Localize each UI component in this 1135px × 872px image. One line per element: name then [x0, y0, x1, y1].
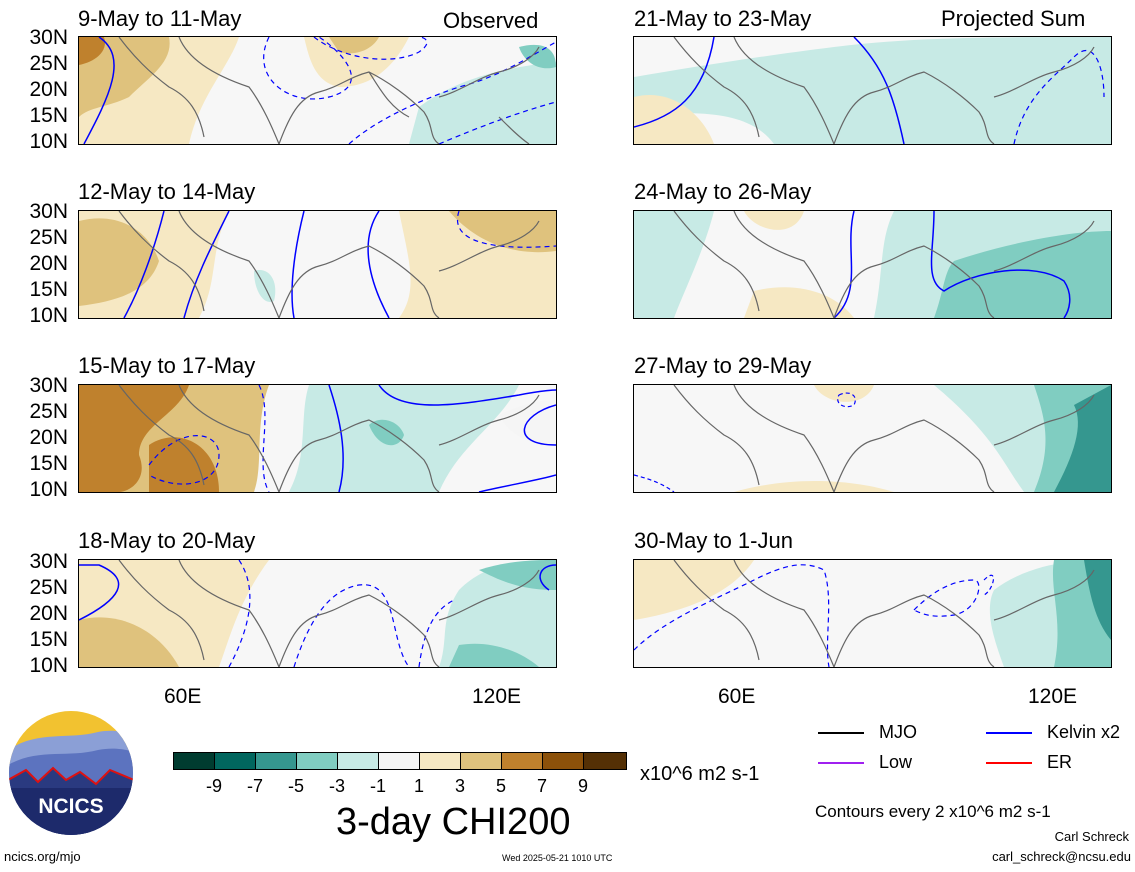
colorbar-tick: -7: [246, 776, 263, 796]
lat-label: 20N: [29, 426, 68, 449]
map-panel-3: [78, 384, 557, 493]
legend-line-mjo: [818, 732, 864, 734]
lon-label-120e-left: 120E: [472, 685, 522, 708]
colorbar-swatch: [460, 752, 502, 770]
panel-tag-observed: Observed: [443, 8, 539, 33]
colorbar-tick: -3: [328, 776, 345, 796]
colorbar-tick: 9: [577, 776, 588, 796]
colorbar-tick: -5: [287, 776, 304, 796]
footer-timestamp: Wed 2025-05-21 1010 UTC: [502, 853, 613, 863]
lat-labels-row-4: 30N 25N 20N 15N 10N: [6, 551, 68, 677]
lat-label: 10N: [29, 130, 68, 153]
colorbar-tick: 1: [413, 776, 424, 796]
footer-email[interactable]: carl_schreck@ncsu.edu: [992, 849, 1131, 864]
legend-label-mjo: MJO: [879, 722, 917, 742]
footer-author: Carl Schreck: [1054, 829, 1129, 844]
legend-label-low: Low: [879, 752, 913, 772]
lat-label: 20N: [29, 252, 68, 275]
legend-line-low: [818, 762, 864, 764]
lat-label: 30N: [29, 374, 68, 397]
lat-label: 25N: [29, 226, 68, 249]
contour-note: Contours every 2 x10^6 m2 s-1: [815, 802, 1051, 821]
lat-label: 15N: [29, 628, 68, 651]
legend-line-er: [986, 762, 1032, 764]
legend-label-er: ER: [1047, 752, 1073, 772]
colorbar-swatch: [296, 752, 338, 770]
map-panel-1: [78, 36, 557, 145]
lon-label-60e-right: 60E: [718, 685, 756, 708]
colorbar-tick: 3: [454, 776, 465, 796]
map-panel-2: [78, 210, 557, 319]
lat-label: 10N: [29, 304, 68, 327]
lat-label: 25N: [29, 576, 68, 599]
lat-labels-row-2: 30N 25N 20N 15N 10N: [6, 201, 68, 327]
colorbar-swatch: [583, 752, 627, 770]
map-panel-7: [633, 384, 1112, 493]
legend-line-kelvin: [986, 732, 1032, 734]
colorbar-tick: 7: [536, 776, 547, 796]
colorbar-swatch: [419, 752, 461, 770]
colorbar-units: x10^6 m2 s-1: [640, 763, 760, 785]
colorbar-swatch: [214, 752, 256, 770]
colorbar: [173, 752, 627, 770]
lat-labels-row-1: 30N 25N 20N 15N 10N: [6, 27, 68, 153]
colorbar-swatch: [255, 752, 297, 770]
map-panel-6: [633, 210, 1112, 319]
panel-title-6: 24-May to 26-May: [634, 179, 812, 204]
lat-labels-row-3: 30N 25N 20N 15N 10N: [6, 375, 68, 501]
lat-label: 25N: [29, 52, 68, 75]
panel-title-5: 21-May to 23-May: [634, 6, 812, 31]
colorbar-swatch: [173, 752, 215, 770]
map-panel-5: [633, 36, 1112, 145]
lat-label: 15N: [29, 104, 68, 127]
lat-label: 20N: [29, 78, 68, 101]
panel-title-4: 18-May to 20-May: [78, 528, 256, 553]
panel-title-1: 9-May to 11-May: [78, 6, 242, 31]
panel-tag-projected: Projected Sum: [941, 6, 1086, 31]
lat-label: 20N: [29, 602, 68, 625]
lat-label: 15N: [29, 278, 68, 301]
lon-label-60e-left: 60E: [164, 685, 202, 708]
panel-title-3: 15-May to 17-May: [78, 353, 256, 378]
colorbar-swatch: [501, 752, 543, 770]
lat-label: 10N: [29, 478, 68, 501]
colorbar-title: 3-day CHI200: [336, 801, 571, 843]
colorbar-swatch: [542, 752, 584, 770]
lat-label: 30N: [29, 550, 68, 573]
panel-title-2: 12-May to 14-May: [78, 179, 256, 204]
lat-label: 10N: [29, 654, 68, 677]
ncics-logo: NCICS: [8, 710, 134, 836]
colorbar-swatch: [378, 752, 420, 770]
lon-label-120e-right: 120E: [1028, 685, 1078, 708]
footer-url[interactable]: ncics.org/mjo: [4, 849, 81, 864]
colorbar-swatch: [337, 752, 379, 770]
panel-title-7: 27-May to 29-May: [634, 353, 812, 378]
colorbar-tick: -9: [205, 776, 222, 796]
lat-label: 30N: [29, 200, 68, 223]
lat-label: 15N: [29, 452, 68, 475]
legend-label-kelvin: Kelvin x2: [1047, 722, 1121, 742]
panel-title-8: 30-May to 1-Jun: [634, 528, 793, 553]
logo-text: NCICS: [38, 795, 103, 818]
map-panel-8: [633, 559, 1112, 668]
colorbar-tick: -1: [369, 776, 386, 796]
map-panel-4: [78, 559, 557, 668]
colorbar-tick: 5: [495, 776, 506, 796]
lat-label: 25N: [29, 400, 68, 423]
lat-label: 30N: [29, 26, 68, 49]
